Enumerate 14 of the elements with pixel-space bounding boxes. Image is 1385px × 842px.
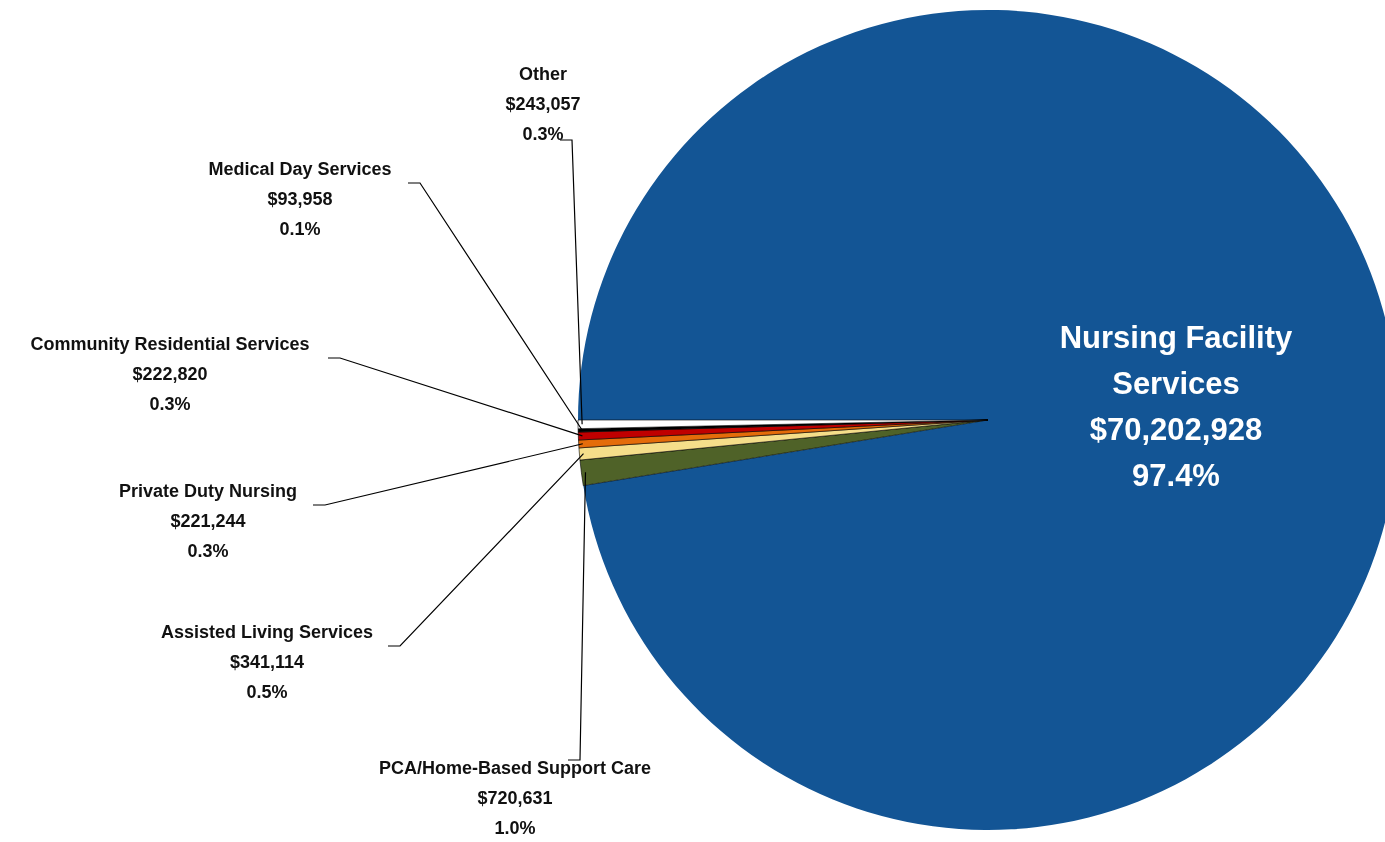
slice-label: PCA/Home-Based Support Care [378, 758, 652, 778]
data-label: $720,631 1.0% [477, 788, 553, 838]
slice-label: Private Duty Nursing [118, 481, 298, 501]
slice-label: Assisted Living Services [160, 622, 374, 642]
slice-label: Medical Day Services [208, 159, 392, 179]
slice-label: Community Residential Services [30, 334, 310, 354]
slice-label: Other [518, 64, 568, 84]
data-label: $70,202,928 97.4% [1089, 411, 1263, 493]
data-label: $341,114 0.5% [229, 652, 305, 702]
data-label: $221,244 0.3% [170, 511, 246, 561]
data-label: $243,057 0.3% [505, 94, 581, 144]
data-label: $222,820 0.3% [132, 364, 208, 414]
slice-label: Nursing Facility Services [1059, 319, 1294, 401]
data-label: $93,958 0.1% [267, 189, 333, 239]
